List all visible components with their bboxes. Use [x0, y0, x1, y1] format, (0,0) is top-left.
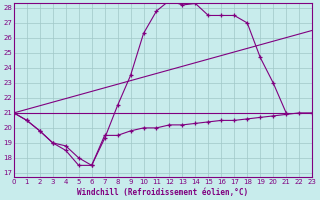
X-axis label: Windchill (Refroidissement éolien,°C): Windchill (Refroidissement éolien,°C)	[77, 188, 249, 197]
